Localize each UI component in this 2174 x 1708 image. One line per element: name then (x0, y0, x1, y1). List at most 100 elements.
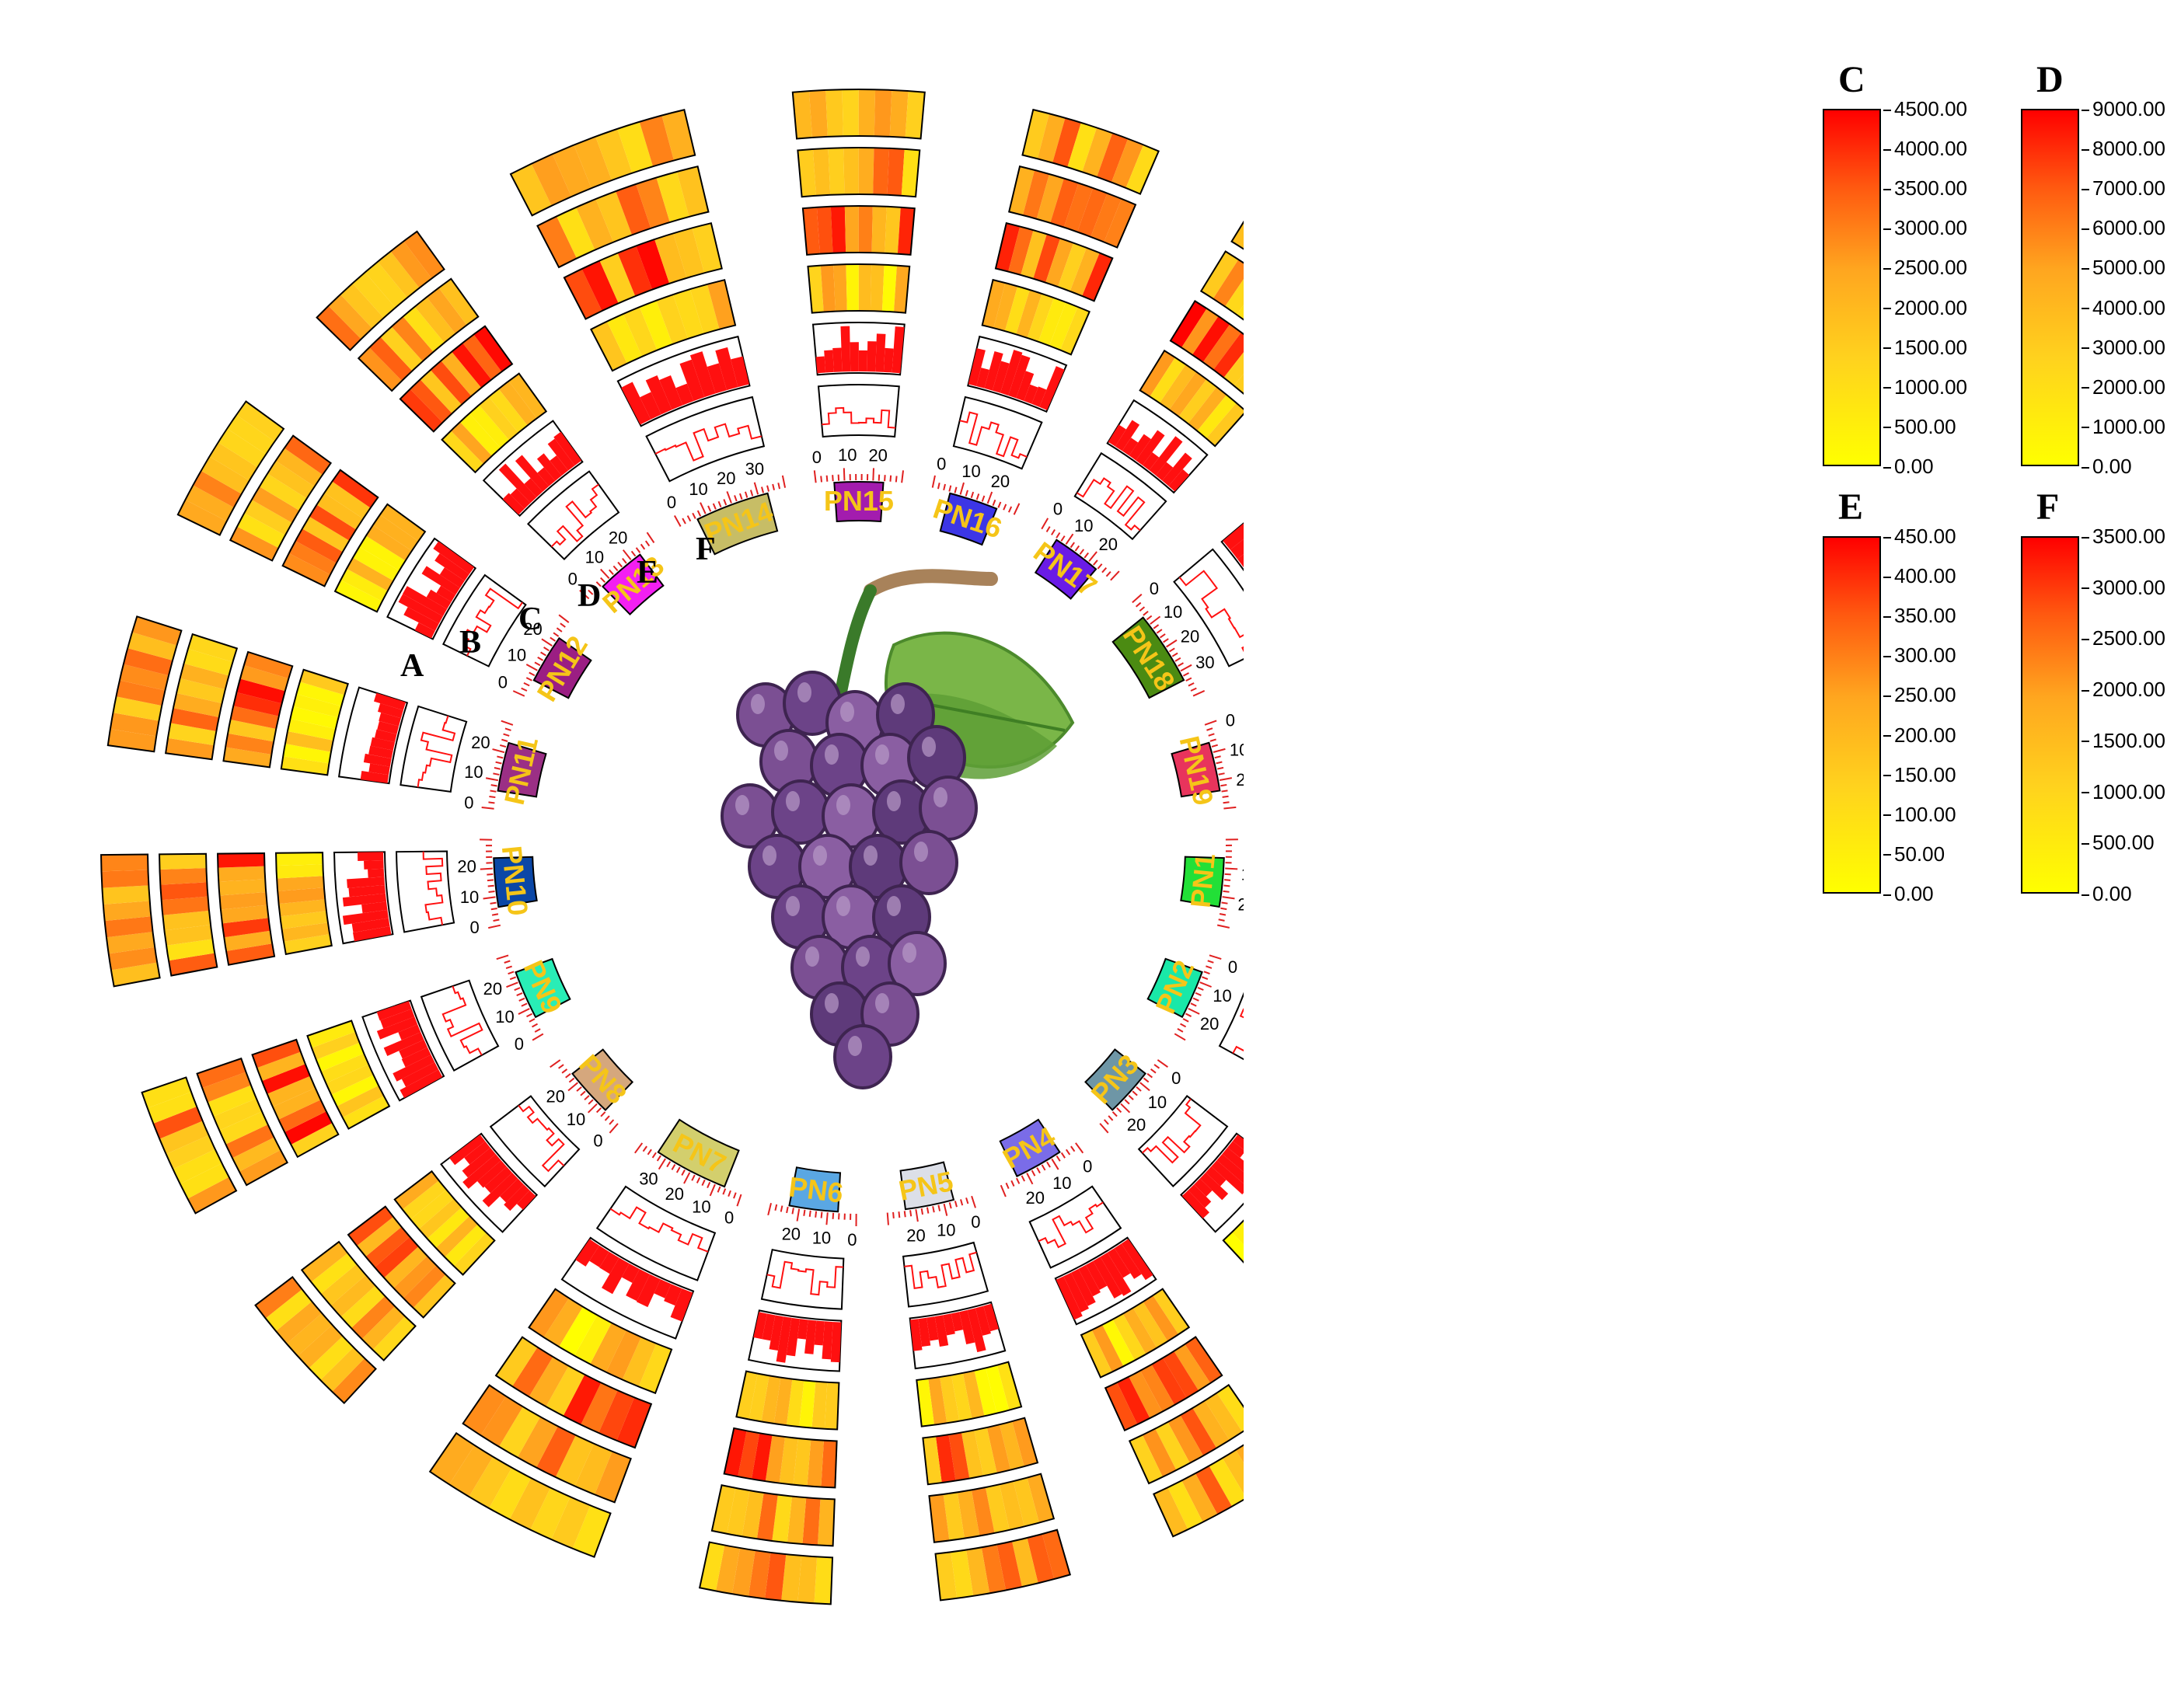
track-b-bar (776, 1316, 792, 1363)
track-c-cell (1178, 378, 1217, 424)
track-b-bar (360, 770, 389, 783)
track-d-cell (961, 1430, 984, 1479)
track-d-cell (225, 943, 275, 965)
track-c-cell (799, 1380, 816, 1428)
track-c-cell (749, 1373, 769, 1422)
tick-label: 0 (1226, 711, 1235, 730)
legend-tick: 500.00 (2082, 831, 2155, 855)
track-d-cell (430, 361, 472, 405)
track-b-bar (377, 720, 400, 734)
track-b-bar (482, 1173, 518, 1208)
track-label-c: C (518, 601, 542, 637)
track-b-bar (664, 1284, 682, 1306)
track-d-cell (1045, 238, 1074, 288)
track-e-cell (180, 663, 229, 690)
track-b-bar (909, 1319, 923, 1351)
track-d-cell (779, 1437, 798, 1485)
track-b-bar (414, 622, 435, 639)
track-e-cell (358, 347, 403, 391)
track-d-cell (413, 1274, 455, 1318)
track-f-cell (173, 1149, 222, 1184)
tick-label: 20 (991, 472, 1010, 491)
chromosome-band-pn2 (1146, 957, 1203, 1019)
track-d-cell (1057, 242, 1087, 291)
tick-label: 0 (1083, 1156, 1092, 1176)
track-f-cell (320, 1347, 365, 1392)
track-e-cell (183, 648, 233, 676)
track-f-cell (951, 1549, 974, 1598)
track-c-cell (508, 373, 546, 419)
track-e-cell (480, 1396, 523, 1447)
track-e-cell (237, 513, 285, 549)
track-b-bar (1194, 1178, 1213, 1197)
tick-label: 10 (508, 645, 526, 664)
track-f-cell (110, 713, 159, 737)
track-e-cell (160, 882, 208, 901)
track-e-cell (259, 473, 307, 511)
track-e-cell (244, 500, 292, 535)
track-b-bar (670, 1288, 693, 1322)
track-d-cell (400, 389, 443, 432)
track-f-cell (177, 500, 227, 535)
legend-color-bar (1823, 536, 1881, 894)
track-c-cell (605, 1330, 641, 1380)
track-c-cell (1231, 1224, 1244, 1245)
track-d-cell (218, 852, 265, 868)
track-d-cell (252, 1039, 301, 1068)
track-e-cell (887, 148, 905, 196)
circos-tracks: PN101020PN201020PN301020PN401020PN501020… (100, 89, 1244, 1605)
track-d-cell (1117, 1376, 1150, 1425)
track-e-cell (595, 1451, 631, 1503)
track-c-cell (451, 421, 492, 465)
track-b-bar (380, 1009, 415, 1029)
track-b-bar (361, 901, 388, 914)
legend-tick: 9000.00 (2082, 97, 2165, 120)
grape-berry (899, 830, 958, 895)
track-d-cell (218, 879, 267, 896)
track-b-bar (498, 463, 537, 504)
track-d-cell (324, 481, 371, 519)
track-d-cell (1223, 352, 1244, 386)
track-d-cell (496, 1337, 538, 1387)
track-c-cell (316, 1042, 365, 1072)
track-b-bar (1206, 1166, 1227, 1187)
tick-label: 10 (464, 762, 483, 782)
track-label-d: D (578, 578, 601, 614)
track-b-bar (679, 359, 705, 402)
track-d-cell (441, 351, 482, 396)
track-e-cell (1027, 1473, 1054, 1523)
track-c-cell (606, 314, 643, 364)
legend-tick: 0.00 (2082, 455, 2132, 478)
tick-label: 0 (1228, 957, 1237, 977)
legend-tick: 3500.00 (1883, 176, 1967, 200)
track-a-line (1141, 1098, 1202, 1164)
track-b-bar (436, 585, 456, 602)
track-b-bar (731, 356, 749, 388)
track-b-bar (464, 1141, 490, 1165)
chromosome-band-pn3 (1084, 1048, 1147, 1111)
track-d-cell (1129, 1370, 1163, 1419)
track-c-cell (287, 718, 336, 741)
tick-label: 10 (1164, 602, 1182, 622)
track-c-cell (986, 1365, 1010, 1413)
track-e-cell (462, 1385, 506, 1436)
track-c-cell (283, 744, 331, 764)
track-c-cell (689, 284, 720, 334)
legend-tick: 100.00 (1883, 802, 1956, 826)
track-e-cell (168, 953, 218, 976)
track-c-cell (707, 280, 736, 329)
track-e-cell (213, 1098, 263, 1131)
track-c-cell (881, 264, 897, 312)
track-b-bar (814, 1320, 825, 1346)
track-b-bar (368, 868, 385, 878)
track-d-cell (403, 1265, 446, 1309)
track-d-cell (1021, 230, 1047, 279)
track-b-bar (515, 455, 550, 492)
track-c-cell (1223, 1232, 1244, 1263)
track-c-cell (1112, 1313, 1146, 1361)
track-d-cell (420, 370, 462, 414)
track-b-bar (550, 455, 569, 476)
track-d-cell (357, 1216, 402, 1257)
